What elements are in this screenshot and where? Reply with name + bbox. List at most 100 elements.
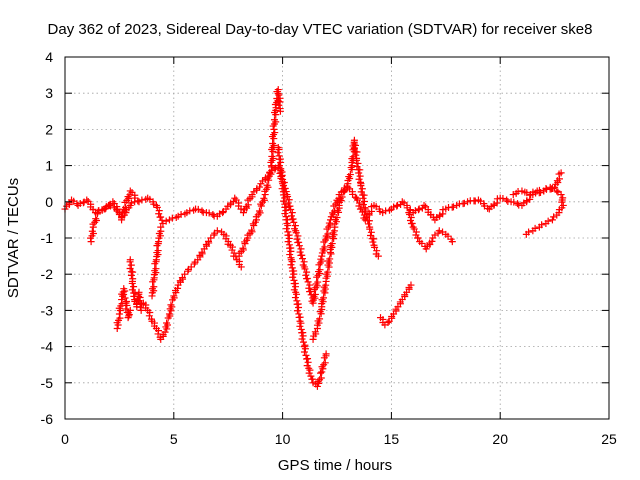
series-track-5	[139, 227, 245, 343]
data-point-fill	[237, 205, 245, 213]
data-point-fill	[297, 251, 305, 259]
data-point-fill	[359, 194, 367, 202]
data-point-fill	[224, 240, 232, 248]
data-point-fill	[248, 226, 256, 234]
data-point-fill	[135, 290, 143, 298]
data-point-fill	[136, 293, 144, 301]
data-point-fill	[277, 158, 285, 166]
data-point-fill	[555, 170, 563, 178]
data-point-fill	[167, 301, 175, 309]
data-point-fill	[515, 201, 523, 209]
data-point-fill	[405, 283, 413, 291]
data-point-fill	[147, 315, 155, 323]
data-point-fill	[503, 196, 511, 204]
grid	[65, 57, 609, 419]
data-point-fill	[194, 205, 202, 213]
data-point-fill	[291, 283, 299, 291]
series-track-12	[509, 183, 567, 238]
data-point-fill	[340, 188, 348, 196]
data-point-fill	[333, 213, 341, 221]
data-point-fill	[554, 188, 562, 196]
data-point-fill	[406, 210, 414, 218]
data-point-fill	[510, 198, 518, 206]
data-point-fill	[308, 375, 316, 383]
data-point-fill	[296, 322, 304, 330]
data-point-fill	[295, 242, 303, 250]
data-point-fill	[275, 101, 283, 109]
data-point-fill	[280, 197, 288, 205]
data-point-fill	[288, 267, 296, 275]
data-point-fill	[282, 216, 290, 224]
data-point-fill	[297, 319, 305, 327]
data-point-fill	[268, 163, 276, 171]
data-point-fill	[256, 183, 264, 191]
data-point-fill	[428, 237, 436, 245]
data-point-fill	[320, 294, 328, 302]
data-point-fill	[328, 240, 336, 248]
data-point-fill	[260, 194, 268, 202]
data-point-fill	[283, 225, 291, 233]
data-point-fill	[281, 203, 289, 211]
data-point-fill	[269, 140, 277, 148]
data-point-fill	[150, 283, 158, 291]
data-point-fill	[369, 238, 377, 246]
data-point-fill	[284, 199, 292, 207]
data-point-fill	[248, 193, 256, 201]
data-point-fill	[356, 172, 364, 180]
data-point-fill	[553, 211, 561, 219]
data-point-fill	[150, 276, 158, 284]
data-point-fill	[535, 186, 543, 194]
data-point	[137, 306, 145, 314]
data-point-fill	[415, 205, 423, 213]
data-point-fill	[219, 209, 227, 217]
data-point-fill	[298, 329, 306, 337]
data-point-fill	[401, 291, 409, 299]
data-point-fill	[411, 207, 419, 215]
data-point-fill	[134, 197, 142, 205]
data-point-fill	[275, 155, 283, 163]
data-point-fill	[365, 220, 373, 228]
data-point-fill	[289, 273, 297, 281]
series-track-7	[235, 86, 284, 260]
data-point-fill	[353, 148, 361, 156]
data-point-fill	[287, 247, 295, 255]
data-point-fill	[393, 201, 401, 209]
data-point-fill	[388, 312, 396, 320]
data-point-fill	[544, 217, 552, 225]
data-point-fill	[372, 250, 380, 258]
data-point-fill	[291, 294, 299, 302]
data-point-fill	[444, 232, 452, 240]
data-point-fill	[91, 218, 99, 226]
data-point-fill	[447, 235, 455, 243]
data-point-fill	[385, 206, 393, 214]
data-point-fill	[390, 203, 398, 211]
data-point-fill	[199, 208, 207, 216]
data-point-fill	[270, 116, 278, 124]
data-point-fill	[338, 193, 346, 201]
y-tick-label: 2	[45, 121, 53, 137]
data-point-fill	[285, 196, 293, 204]
data-point-fill	[521, 188, 529, 196]
data-point-fill	[210, 212, 218, 220]
data-point-fill	[152, 265, 160, 273]
data-point-fill	[116, 314, 124, 322]
data-point-fill	[204, 237, 212, 245]
data-point-fill	[293, 300, 301, 308]
data-point-fill	[382, 207, 390, 215]
data-point-fill	[439, 228, 447, 236]
data-point-fill	[317, 369, 325, 377]
data-point-fill	[291, 225, 299, 233]
data-point-fill	[314, 278, 322, 286]
data-point-fill	[274, 149, 282, 157]
data-point-fill	[347, 164, 355, 172]
data-point-fill	[304, 358, 312, 366]
data-point-fill	[538, 221, 546, 229]
data-point-fill	[255, 207, 263, 215]
data-point-fill	[279, 182, 287, 190]
data-point-fill	[406, 217, 414, 224]
data-point-fill	[504, 197, 512, 205]
data-point-fill	[281, 210, 289, 218]
data-point-fill	[360, 191, 368, 199]
data-point-fill	[343, 182, 351, 190]
